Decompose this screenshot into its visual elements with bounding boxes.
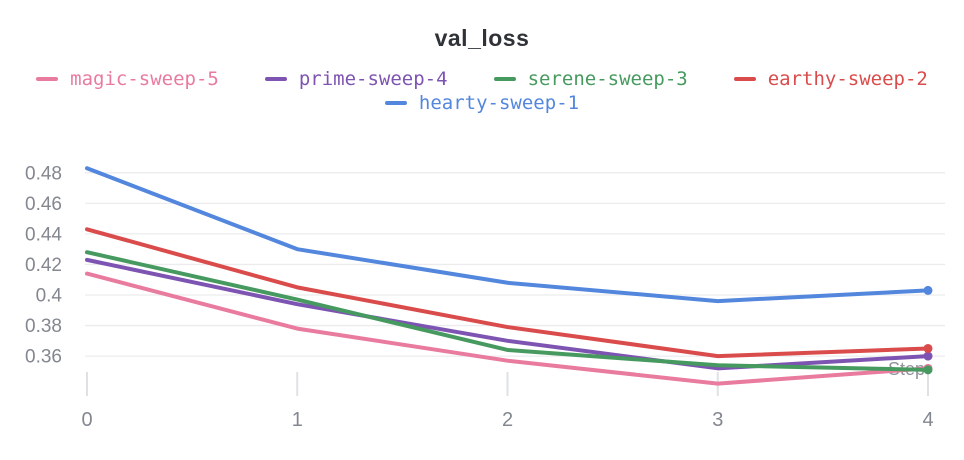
legend-label: prime-sweep-4 — [298, 68, 448, 90]
y-tick-label: 0.44 — [25, 224, 62, 245]
series-line-prime-sweep-4[interactable] — [85, 257, 930, 371]
x-tick-label: 2 — [502, 409, 513, 431]
series-end-marker-prime-sweep-4 — [923, 351, 933, 361]
legend-item-hearty-sweep-1[interactable]: hearty-sweep-1 — [384, 91, 580, 115]
legend-label: serene-sweep-3 — [527, 68, 688, 90]
y-tick-label: 0.46 — [25, 194, 62, 215]
legend-line-swatch — [733, 77, 756, 81]
x-tick-label: 1 — [292, 409, 303, 431]
chart-title: val_loss — [434, 25, 530, 51]
chart-header: val_loss magic-sweep-5 prime-sweep-4 seren… — [0, 25, 964, 115]
series-end-marker-hearty-sweep-1 — [923, 285, 933, 295]
legend-label: magic-sweep-5 — [70, 68, 219, 90]
legend-item-prime-sweep-4[interactable]: prime-sweep-4 — [264, 67, 448, 91]
y-tick-label: 0.48 — [25, 163, 62, 184]
series-end-marker-earthy-sweep-2 — [923, 343, 933, 353]
legend-line-swatch — [493, 77, 516, 81]
series-line-earthy-sweep-2[interactable] — [85, 227, 930, 359]
y-tick-label: 0.42 — [25, 255, 62, 276]
series-line-magic-sweep-5[interactable] — [85, 271, 930, 386]
legend-line-swatch — [264, 77, 287, 81]
series-end-marker-serene-sweep-3 — [923, 365, 933, 375]
legend-label: earthy-sweep-2 — [767, 68, 928, 90]
y-tick-label: 0.38 — [25, 316, 62, 337]
x-tick-label: 4 — [922, 409, 933, 431]
x-tick-label: 0 — [81, 409, 92, 431]
y-tick-label: 0.4 — [36, 286, 63, 307]
y-tick-label: 0.36 — [25, 347, 62, 368]
legend-label: hearty-sweep-1 — [418, 92, 580, 114]
legend-item-serene-sweep-3[interactable]: serene-sweep-3 — [493, 67, 688, 91]
legend: magic-sweep-5 prime-sweep-4 serene-sweep-3… — [17, 67, 947, 115]
legend-line-swatch — [384, 101, 407, 105]
legend-line-swatch — [36, 77, 59, 81]
legend-item-earthy-sweep-2[interactable]: earthy-sweep-2 — [733, 67, 928, 91]
legend-item-magic-sweep-5[interactable]: magic-sweep-5 — [36, 67, 219, 91]
x-tick-label: 3 — [712, 409, 723, 431]
series-line-serene-sweep-3[interactable] — [85, 250, 930, 372]
series-line-hearty-sweep-1[interactable] — [85, 166, 930, 304]
